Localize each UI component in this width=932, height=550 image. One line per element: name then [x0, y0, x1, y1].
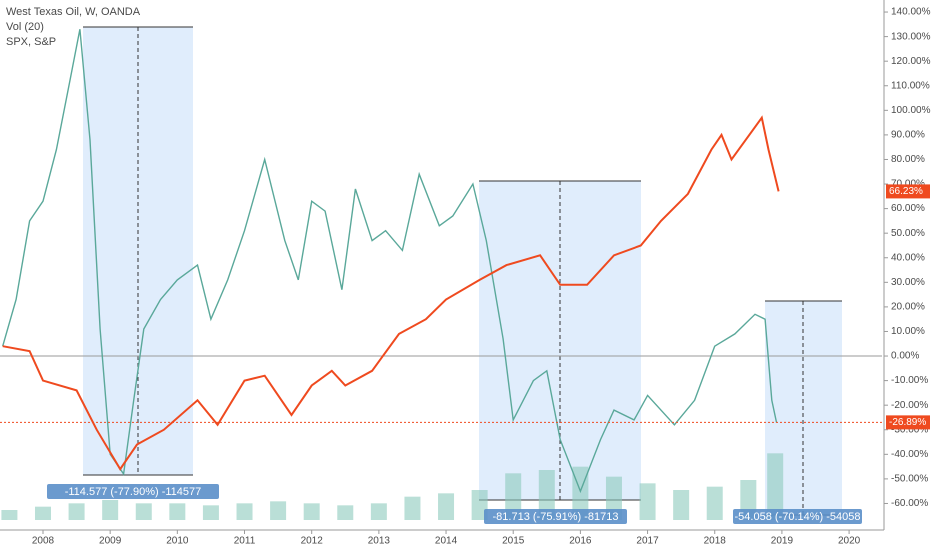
volume-bar — [404, 496, 421, 520]
y-tick-label: -30.00% — [891, 424, 928, 435]
y-tick-label: 130.00% — [891, 31, 931, 42]
volume-bar — [438, 493, 455, 520]
y-tick-label: 140.00% — [891, 7, 931, 18]
x-tick-label: 2020 — [838, 536, 861, 547]
volume-bar — [673, 490, 690, 520]
y-tick-label: 40.00% — [891, 252, 925, 263]
badge-label: 66.23% — [889, 186, 923, 197]
measure-label-bg — [733, 509, 862, 524]
series-line — [2, 29, 778, 494]
measure-label: -54.058 (-70.14%) -54058 — [735, 511, 861, 523]
x-tick-label: 2011 — [234, 536, 256, 547]
x-tick-label: 2019 — [771, 536, 794, 547]
measure-label: -81.713 (-75.91%) -81713 — [493, 511, 619, 523]
x-tick-label: 2012 — [301, 536, 324, 547]
legend-vol: Vol (20) — [6, 21, 44, 33]
volume-bar — [505, 473, 522, 520]
x-tick-label: 2014 — [435, 536, 458, 547]
badge — [886, 184, 930, 199]
y-tick-label: 90.00% — [891, 130, 925, 141]
volume-bar — [639, 483, 656, 520]
volume-bar — [68, 503, 85, 520]
y-tick-label: -20.00% — [891, 400, 928, 411]
volume-bar — [471, 490, 488, 520]
x-tick-label: 2018 — [704, 536, 727, 547]
x-tick-label: 2013 — [368, 536, 391, 547]
legend-spx: SPX, S&P — [6, 36, 56, 48]
series-line — [2, 115, 780, 471]
volume-bar — [1, 510, 18, 520]
volume-bar — [34, 506, 51, 520]
y-tick-label: 120.00% — [891, 56, 931, 67]
volume-bar — [135, 503, 152, 520]
measure-box — [479, 181, 641, 500]
x-tick-label: 2016 — [569, 536, 592, 547]
volume-bar — [303, 503, 320, 520]
x-tick-label: 2017 — [636, 536, 659, 547]
volume-bar — [538, 470, 555, 520]
y-tick-label: 20.00% — [891, 302, 925, 313]
badge-label: -26.89% — [889, 417, 926, 428]
x-tick-label: 2010 — [166, 536, 189, 547]
measure-label-bg — [484, 509, 627, 524]
y-tick-label: 0.00% — [891, 351, 919, 362]
y-tick-label: 100.00% — [891, 105, 931, 116]
measure-label-bg — [47, 484, 219, 499]
y-tick-label: 30.00% — [891, 277, 925, 288]
x-tick-label: 2015 — [502, 536, 525, 547]
volume-bar — [102, 500, 119, 520]
volume-bar — [236, 503, 253, 520]
y-tick-label: -10.00% — [891, 375, 928, 386]
volume-bar — [706, 486, 723, 520]
y-tick-label: 80.00% — [891, 154, 925, 165]
y-tick-label: 60.00% — [891, 203, 925, 214]
volume-bar — [370, 503, 387, 520]
volume-bar — [270, 501, 287, 520]
volume-bar — [767, 453, 784, 520]
badge — [886, 415, 930, 430]
x-tick-label: 2008 — [32, 536, 55, 547]
y-tick-label: 50.00% — [891, 228, 925, 239]
legend-title: West Texas Oil, W, OANDA — [6, 6, 141, 18]
volume-bar — [169, 503, 186, 520]
volume-bar — [202, 505, 219, 520]
y-tick-label: 70.00% — [891, 179, 925, 190]
x-tick-label: 2009 — [99, 536, 122, 547]
y-tick-label: 10.00% — [891, 326, 925, 337]
volume-bar — [337, 505, 354, 520]
y-tick-label: -50.00% — [891, 474, 928, 485]
y-tick-label: -60.00% — [891, 498, 928, 509]
measure-label: -114.577 (-77.90%) -114577 — [65, 486, 202, 498]
y-tick-label: 110.00% — [891, 80, 930, 91]
y-tick-label: -40.00% — [891, 449, 928, 460]
